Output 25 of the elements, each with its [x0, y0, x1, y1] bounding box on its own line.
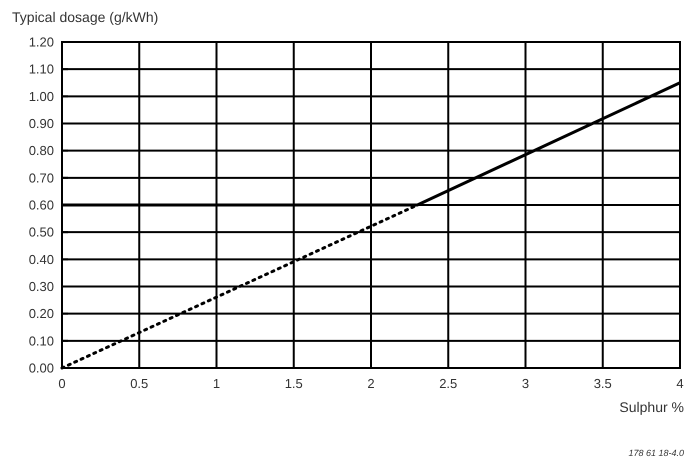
x-tick-label: 1.5 [284, 376, 303, 391]
y-tick-label: 0.50 [28, 224, 54, 240]
x-tick-label: 0.5 [130, 376, 148, 391]
y-tick-label: 0.80 [28, 143, 54, 158]
x-axis-title: Sulphur % [619, 399, 684, 415]
x-tick-label: 1 [212, 376, 220, 391]
y-tick-label: 0.00 [28, 360, 54, 376]
x-tick-label: 3 [522, 376, 530, 391]
y-tick-label: 0.20 [28, 306, 54, 322]
x-tick-label: 4 [676, 376, 684, 391]
y-tick-label: 1.10 [28, 62, 54, 77]
x-tick-label: 3.5 [594, 376, 612, 391]
y-axis-title: Typical dosage (g/kWh) [12, 9, 158, 25]
y-tick-label: 0.10 [28, 333, 54, 348]
y-tick-label: 0.60 [28, 198, 54, 213]
text: 178 61 18-4.0 [628, 448, 684, 458]
x-tick-label: 2.5 [439, 376, 458, 391]
y-tick-label: 1.00 [28, 88, 54, 104]
y-tick-label: 0.90 [28, 116, 54, 132]
y-tick-label: 0.70 [28, 170, 54, 186]
y-tick-label: 1.20 [28, 34, 54, 50]
y-tick-label: 0.30 [28, 279, 54, 294]
y-tick-label: 0.40 [28, 252, 54, 267]
x-tick-label: 2 [367, 376, 375, 391]
x-tick-label: 0 [58, 376, 66, 391]
